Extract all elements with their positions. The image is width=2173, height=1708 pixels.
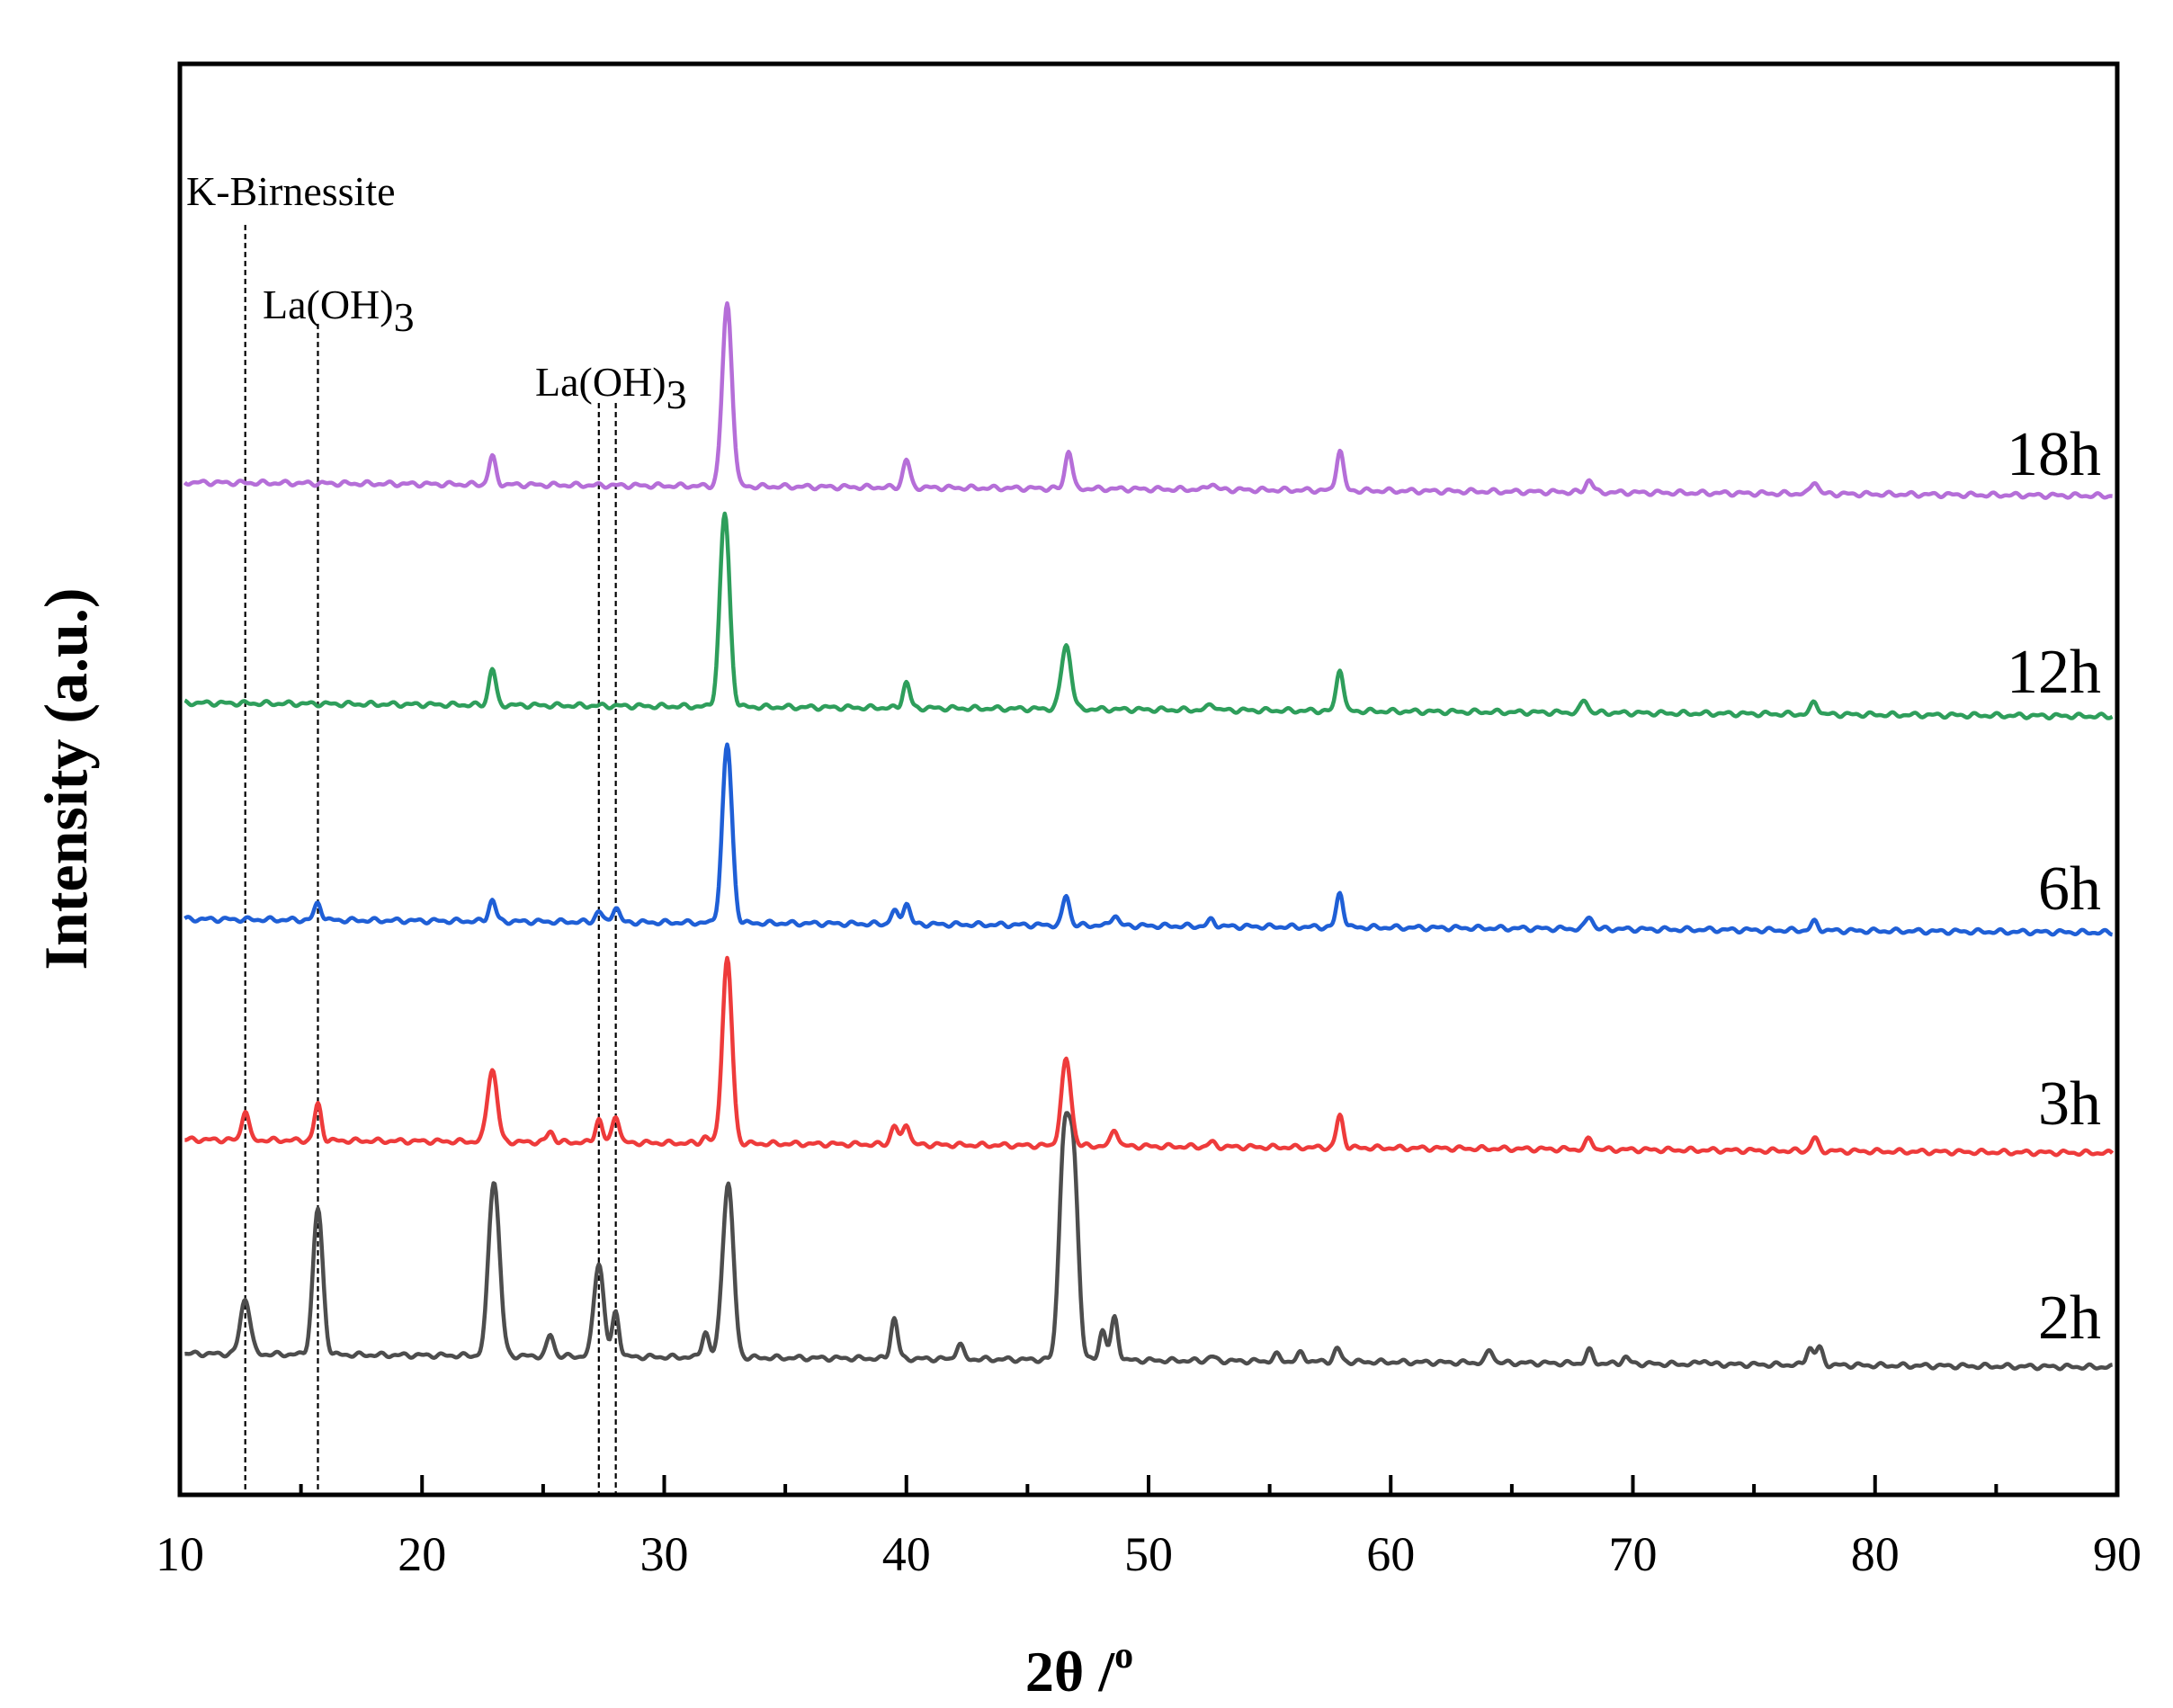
series-line-6h (183, 742, 2114, 937)
series-line-3h (183, 955, 2115, 1158)
annotation-label: La(OH)3 (535, 359, 687, 417)
series-label-12h: 12h (2007, 638, 2101, 707)
x-tick-label: 70 (1609, 1527, 1658, 1581)
x-tick-label: 30 (640, 1527, 689, 1581)
x-tick-label: 10 (156, 1527, 204, 1581)
x-tick-label: 90 (2093, 1527, 2142, 1581)
x-tick-label: 80 (1851, 1527, 1900, 1581)
series-label-3h: 3h (2038, 1069, 2101, 1139)
series-label-2h: 2h (2038, 1283, 2101, 1353)
x-tick-label: 60 (1366, 1527, 1415, 1581)
series-line-2h (183, 1111, 2114, 1372)
annotation-label: K-Birnessite (186, 168, 396, 214)
series-group: 2h 3h 6h 12h 18h (183, 300, 2115, 1372)
series-label-18h: 18h (2007, 420, 2101, 489)
y-axis-title: Intensity (a.u.) (31, 587, 100, 970)
x-tick-label: 50 (1124, 1527, 1173, 1581)
x-axis-tick-labels: 10 20 30 40 50 60 70 80 90 (156, 1527, 2142, 1581)
series-label-6h: 6h (2038, 854, 2101, 924)
plot-frame (177, 61, 2120, 1498)
series-line-12h (183, 511, 2114, 721)
reference-lines: K-Birnessite La(OH)3 La(OH)3 (186, 168, 687, 1495)
x-tick-label: 40 (882, 1527, 931, 1581)
annotation-label: La(OH)3 (263, 282, 415, 340)
x-axis-ticks (178, 1475, 2119, 1495)
series-line-18h (183, 300, 2114, 500)
x-axis-title: 2θ /o (1025, 1635, 1133, 1704)
x-tick-label: 20 (398, 1527, 446, 1581)
